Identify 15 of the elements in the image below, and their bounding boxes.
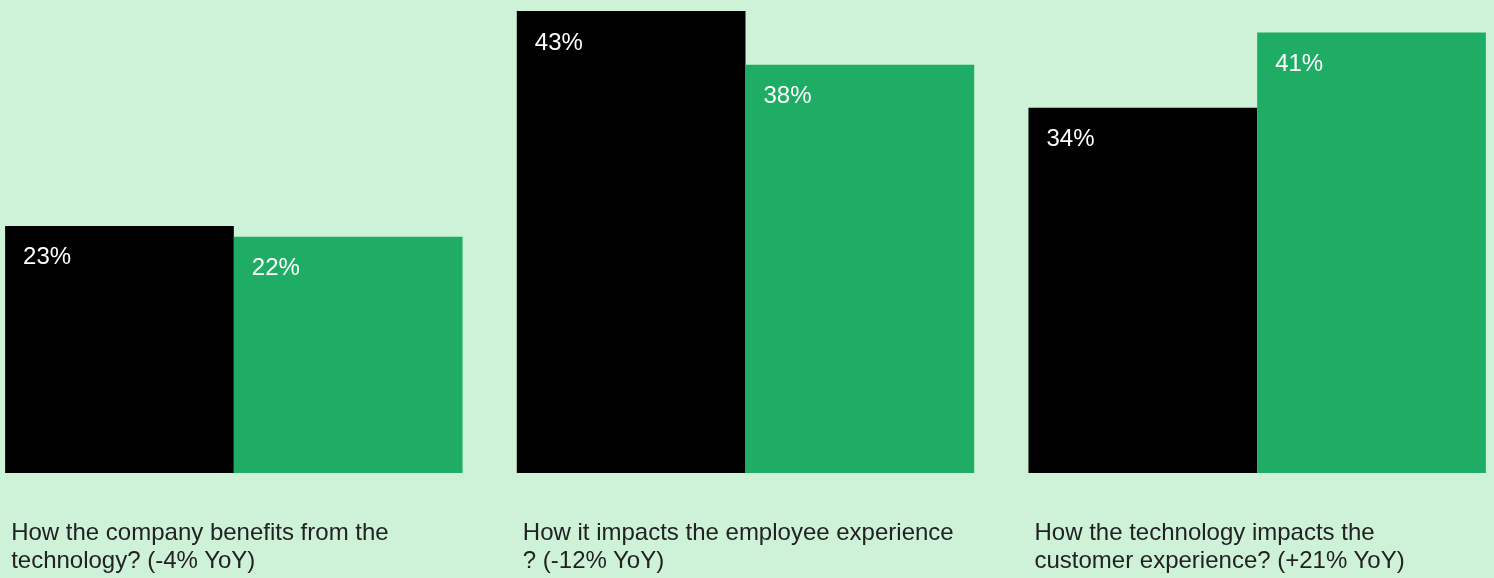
x-tick-label: How the technology impacts the customer experience? (+21% YoY) <box>1034 517 1405 573</box>
data-label: 41% <box>1275 48 1324 76</box>
data-label: 43% <box>534 27 583 55</box>
x-tick-label: How the company benefits from the technology? (-4% YoY) <box>11 517 396 573</box>
x-tick-label: How it impacts the employee experience? (-12% YoY) <box>522 517 954 573</box>
bar <box>1028 107 1258 473</box>
bar <box>233 236 463 473</box>
bar <box>5 225 234 473</box>
bar <box>516 11 746 473</box>
data-label: 22% <box>251 253 300 281</box>
bar <box>745 64 975 473</box>
data-label: 23% <box>23 242 72 270</box>
data-label: 38% <box>763 81 812 109</box>
data-label: 34% <box>1046 124 1095 152</box>
bar <box>1257 32 1486 473</box>
